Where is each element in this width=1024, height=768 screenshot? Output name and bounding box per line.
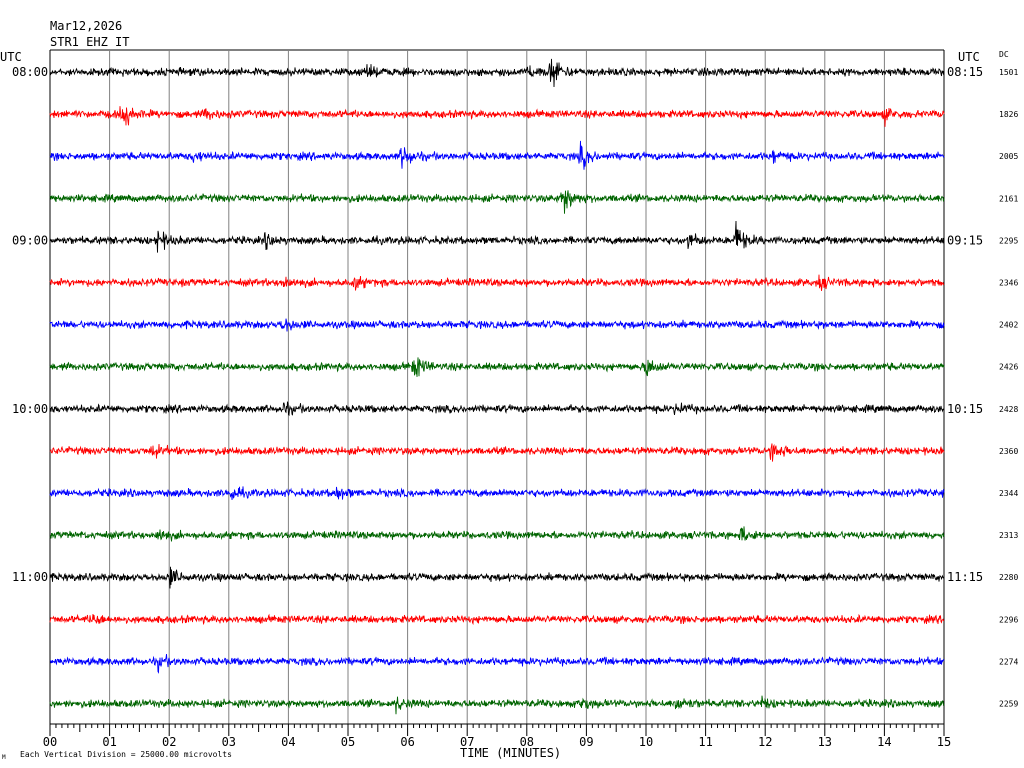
trace-row-3	[49, 190, 945, 214]
dc-offset-label: 2346	[999, 279, 1018, 288]
left-utc-label: UTC	[0, 50, 22, 64]
x-tick-label: 13	[818, 735, 832, 749]
left-time-label: 09:00	[12, 233, 48, 247]
dc-offset-label: 2344	[999, 489, 1018, 498]
scale-note: Each Vertical Division = 25000.00 microv…	[20, 750, 232, 759]
trace-row-5	[49, 274, 945, 291]
trace-row-6	[49, 318, 945, 332]
x-tick-label: 10	[639, 735, 653, 749]
trace-row-2	[49, 140, 945, 170]
x-tick-label: 08	[520, 735, 534, 749]
dc-offset-label: 2313	[999, 531, 1018, 540]
x-axis-title: TIME (MINUTES)	[460, 746, 561, 760]
right-time-label: 08:15	[947, 65, 983, 79]
dc-offset-label: 2295	[999, 236, 1018, 245]
seismic-traces	[49, 58, 945, 715]
x-tick-label: 03	[222, 735, 236, 749]
left-time-label: 10:00	[12, 402, 48, 416]
right-time-label: 09:15	[947, 233, 983, 247]
dc-offset-label: 2296	[999, 615, 1018, 624]
trace-row-10	[49, 486, 945, 500]
x-tick-label: 06	[400, 735, 414, 749]
grid	[49, 49, 945, 724]
trace-row-12	[49, 566, 945, 589]
trace-row-9	[49, 443, 945, 462]
right-time-label: 10:15	[947, 402, 983, 416]
x-tick-label: 04	[281, 735, 295, 749]
left-time-label: 08:00	[12, 65, 48, 79]
x-tick-label: 09	[579, 735, 593, 749]
left-time-label: 11:00	[12, 570, 48, 584]
dc-header-label: DC	[999, 50, 1009, 59]
trace-row-11	[49, 526, 945, 542]
trace-row-13	[49, 613, 945, 626]
dc-offset-label: 2428	[999, 405, 1018, 414]
x-tick-label: 05	[341, 735, 355, 749]
dc-offset-label: 2005	[999, 152, 1018, 161]
row-labels: 08:00 09:00 10:00 11:00 08:15 09:15 10:15 11:15…	[12, 65, 1018, 709]
trace-row-0	[49, 58, 945, 88]
dc-offset-label: 2280	[999, 573, 1018, 582]
x-tick-label: 14	[877, 735, 891, 749]
dc-offset-label: 1826	[999, 110, 1018, 119]
x-tick-label: 15	[937, 735, 951, 749]
dc-offset-label: 2274	[999, 657, 1018, 666]
trace-row-7	[49, 357, 945, 377]
dc-offset-label: 2360	[999, 447, 1018, 456]
trace-row-1	[49, 106, 945, 127]
x-tick-label: 00	[43, 735, 57, 749]
corner-mark: M	[2, 754, 6, 761]
dc-offset-label: 2259	[999, 700, 1018, 709]
dc-offset-label: 1501	[999, 68, 1018, 77]
dc-offset-label: 2161	[999, 194, 1018, 203]
x-tick-label: 01	[102, 735, 116, 749]
x-tick-label: 02	[162, 735, 176, 749]
x-tick-label: 11	[698, 735, 712, 749]
trace-row-8	[50, 401, 945, 417]
x-tick-label: 12	[758, 735, 772, 749]
right-utc-label: UTC	[958, 50, 980, 64]
right-time-label: 11:15	[947, 570, 983, 584]
header-station: STR1 EHZ IT	[50, 35, 129, 49]
trace-row-15	[49, 695, 945, 715]
x-axis: 00 01 02 03 04 05 06 07 08 09 10 11 12 13 14 15	[43, 723, 951, 749]
x-tick-label: 07	[460, 735, 474, 749]
header-date: Mar12,2026	[50, 19, 122, 33]
dc-offset-label: 2426	[999, 363, 1018, 372]
trace-row-14	[49, 653, 945, 674]
trace-row-4	[49, 220, 944, 253]
dc-offset-label: 2402	[999, 321, 1018, 330]
